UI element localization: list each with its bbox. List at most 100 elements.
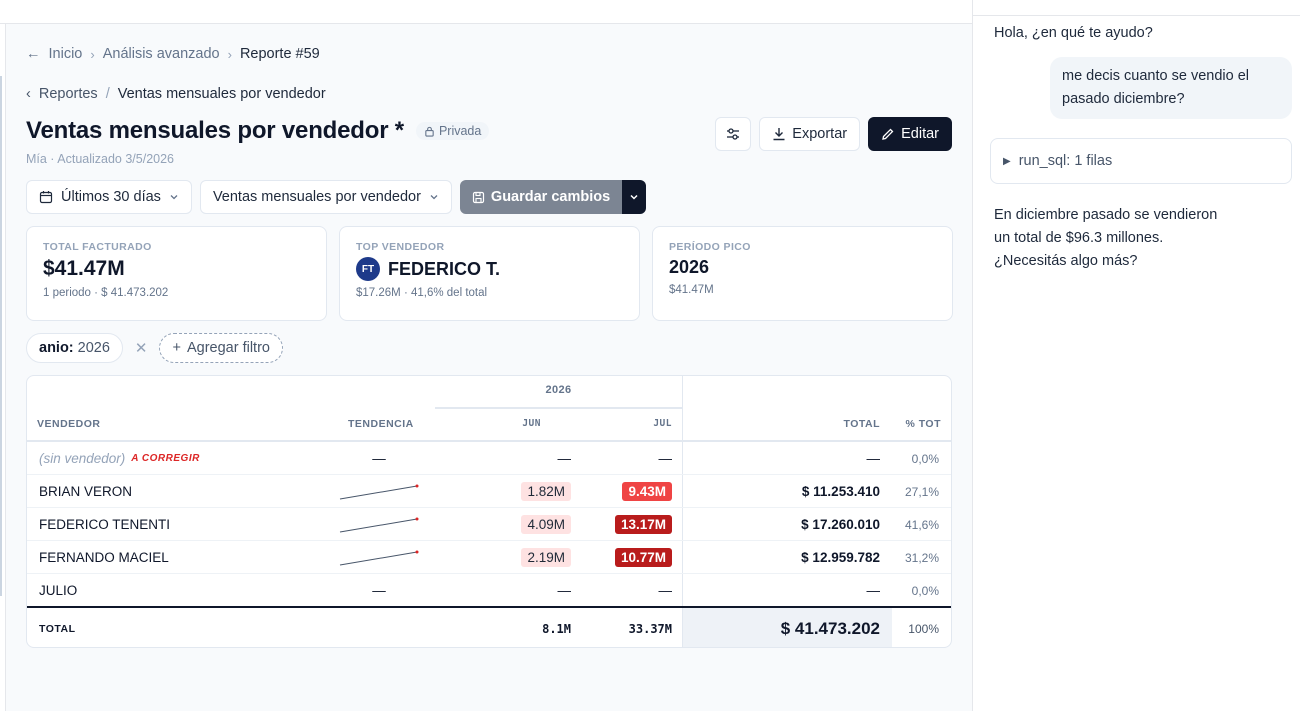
- triangle-right-icon: ▶: [1003, 155, 1011, 167]
- sliders-icon: [727, 128, 740, 140]
- table-row[interactable]: (sin vendedor) A CORREGIR — — — — 0,0%: [27, 442, 951, 475]
- edit-button[interactable]: Editar: [868, 117, 952, 151]
- chevron-right-icon: ›: [90, 46, 95, 62]
- save-options-button[interactable]: [622, 180, 647, 214]
- pencil-icon: [882, 128, 894, 140]
- table-row[interactable]: JULIO — — — — 0,0%: [27, 574, 951, 607]
- toolbar: Últimos 30 días Ventas mensuales por ven…: [26, 180, 647, 214]
- save-icon: [472, 191, 485, 203]
- page-title: Ventas mensuales por vendedor *: [26, 117, 404, 144]
- cell-pct: 31,2%: [904, 550, 939, 565]
- chevron-down-icon: [430, 195, 438, 200]
- cell-total: $ 12.959.782: [801, 550, 880, 565]
- totals-jun: 8.1M: [542, 621, 571, 636]
- lock-icon: [425, 126, 434, 137]
- filters: anio: 2026 ✕ + Agregar filtro: [26, 333, 283, 363]
- table-row[interactable]: FERNANDO MACIEL 2.19M 10.77M $ 12.959.78…: [27, 541, 951, 574]
- slash-separator: /: [105, 86, 110, 102]
- date-range-label: Últimos 30 días: [61, 189, 161, 205]
- totals-label: TOTAL: [39, 622, 76, 635]
- cell-name: JULIO: [39, 583, 78, 598]
- table-row[interactable]: FEDERICO TENENTI 4.09M 13.17M $ 17.260.0…: [27, 508, 951, 541]
- cell-jun: 1.82M: [467, 475, 571, 508]
- cell-name: BRIAN VERON: [39, 484, 133, 499]
- breadcrumb-current: Reporte #59: [239, 46, 320, 62]
- col-header-pct[interactable]: % TOT: [905, 418, 941, 430]
- cell-total: —: [866, 451, 881, 466]
- privacy-label: Privada: [438, 124, 482, 138]
- cell-trend: [339, 475, 419, 508]
- cell-name: FERNANDO MACIEL: [39, 550, 169, 565]
- chat-answer: En diciembre pasado se vendieron un tota…: [994, 207, 1218, 269]
- chevron-down-icon: [170, 195, 178, 200]
- settings-button[interactable]: [715, 117, 752, 151]
- download-icon: [773, 128, 785, 141]
- view-select[interactable]: Ventas mensuales por vendedor: [199, 180, 452, 214]
- filter-chip-year[interactable]: anio: 2026: [26, 333, 123, 363]
- save-button[interactable]: Guardar cambios: [459, 180, 623, 214]
- cell-total: $ 17.260.010: [801, 517, 880, 532]
- cell-jun: 2.19M: [467, 541, 571, 574]
- chevron-left-icon[interactable]: ‹: [26, 86, 31, 102]
- left-edge: [0, 24, 6, 711]
- save-label: Guardar cambios: [490, 189, 611, 205]
- add-filter-button[interactable]: + Agregar filtro: [159, 333, 283, 363]
- col-header-tendencia: TENDENCIA: [348, 418, 414, 430]
- trend-sparkline: [339, 517, 419, 532]
- col-header-jun[interactable]: JUN: [522, 418, 541, 429]
- kpi-hint: 1 periodo · $ 41.473.202: [43, 287, 169, 299]
- breadcrumb-advanced[interactable]: Análisis avanzado: [102, 46, 220, 62]
- cell-jul: 10.77M: [572, 541, 672, 574]
- kpi-hint: $17.26M · 41,6% del total: [356, 287, 488, 299]
- privacy-badge: Privada: [415, 122, 490, 140]
- header-actions: Exportar Editar: [715, 117, 952, 151]
- title-row: Ventas mensuales por vendedor * Privada: [26, 117, 490, 145]
- cell-jul: 13.17M: [572, 508, 672, 541]
- breadcrumb: ← Inicio › Análisis avanzado › Reporte #…: [26, 46, 320, 62]
- chat-user-message: me decis cuanto se vendio el pasado dici…: [1050, 57, 1292, 119]
- top-strip: [0, 0, 972, 24]
- cell-jul: —: [658, 583, 673, 598]
- tool-call-collapsible[interactable]: ▶ run_sql: 1 filas: [990, 138, 1292, 184]
- kpi-value: 2026: [669, 257, 710, 277]
- export-button[interactable]: Exportar: [759, 117, 861, 151]
- tool-call-label: run_sql: 1 filas: [1018, 153, 1113, 169]
- cell-jul: —: [658, 451, 673, 466]
- cell-total: $ 11.253.410: [801, 484, 880, 499]
- cell-pct: 27,1%: [904, 484, 939, 499]
- close-icon[interactable]: ✕: [134, 340, 148, 357]
- kpi-label: TOTAL FACTURADO: [43, 241, 152, 253]
- kpi-total-billed: TOTAL FACTURADO $41.47M 1 periodo · $ 41…: [26, 226, 327, 321]
- data-table: 2026 VENDEDOR TENDENCIA JUN JUL TOTAL % …: [26, 375, 952, 648]
- col-header-total[interactable]: TOTAL: [843, 418, 880, 430]
- totals-jul: 33.37M: [628, 621, 672, 636]
- breadcrumb-home[interactable]: Inicio: [48, 46, 83, 62]
- trend-sparkline: [339, 484, 419, 499]
- cell-pct: 0,0%: [911, 451, 939, 466]
- kpi-cards: TOTAL FACTURADO $41.47M 1 periodo · $ 41…: [26, 226, 953, 321]
- chevron-right-icon: ›: [227, 46, 232, 62]
- sub-breadcrumb-current: Ventas mensuales por vendedor: [117, 86, 326, 102]
- chevron-down-icon: [630, 194, 638, 200]
- calendar-icon: [39, 191, 53, 204]
- totals-total: $ 41.473.202: [683, 608, 892, 647]
- col-header-jul[interactable]: JUL: [653, 418, 672, 429]
- report-meta: Mía · Actualizado 3/5/2026: [26, 152, 175, 166]
- sub-breadcrumb-reports[interactable]: Reportes: [38, 86, 98, 102]
- table-row[interactable]: BRIAN VERON 1.82M 9.43M $ 11.253.410 27,…: [27, 475, 951, 508]
- col-header-vendedor[interactable]: VENDEDOR: [37, 418, 101, 430]
- trend-sparkline: [339, 550, 419, 565]
- cell-jun: —: [557, 583, 572, 598]
- cell-trend: [339, 508, 419, 541]
- main-panel: ← Inicio › Análisis avanzado › Reporte #…: [6, 24, 972, 711]
- year-header: 2026: [545, 384, 572, 396]
- arrow-left-icon[interactable]: ←: [26, 46, 41, 62]
- date-range-select[interactable]: Últimos 30 días: [26, 180, 192, 214]
- cell-jun: 4.09M: [467, 508, 571, 541]
- kpi-value: $41.47M: [43, 257, 125, 280]
- cell-name: (sin vendedor) A CORREGIR: [39, 451, 200, 466]
- cell-pct: 0,0%: [911, 583, 939, 598]
- cell-name: FEDERICO TENENTI: [39, 517, 171, 532]
- cell-trend: —: [372, 451, 386, 466]
- kpi-top-seller: TOP VENDEDOR FT FEDERICO T. $17.26M · 41…: [339, 226, 640, 321]
